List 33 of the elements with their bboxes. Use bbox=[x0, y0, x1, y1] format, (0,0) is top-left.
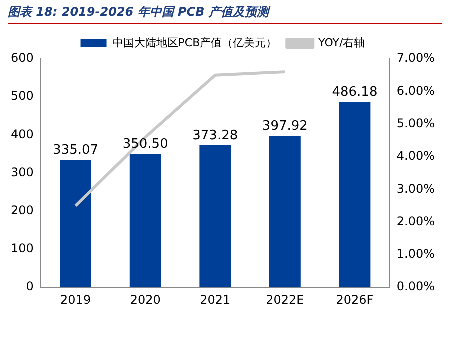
data-label: 373.28 bbox=[192, 128, 238, 144]
y2-tick-label: 2.00% bbox=[396, 214, 436, 228]
y-tick-label: 600 bbox=[11, 51, 34, 66]
data-label: 335.07 bbox=[53, 142, 99, 158]
y2-tick-label: 1.00% bbox=[396, 247, 436, 262]
y2-tick-label: 4.00% bbox=[396, 149, 436, 164]
data-label: 350.50 bbox=[122, 136, 168, 152]
y2-tick-label: 7.00% bbox=[396, 51, 436, 66]
y-tick-label: 500 bbox=[11, 89, 34, 104]
bar bbox=[339, 102, 371, 288]
bar bbox=[130, 154, 162, 288]
y2-tick-label: 6.00% bbox=[396, 84, 436, 98]
x-tick-label: 2026F bbox=[336, 292, 374, 307]
x-tick-label: 2020 bbox=[130, 292, 161, 307]
y-tick-label: 100 bbox=[11, 242, 34, 256]
bar bbox=[60, 160, 92, 288]
y-tick-label: 300 bbox=[11, 165, 34, 180]
chart-title: 图表 18: 2019-2026 年中国 PCB 产值及预测 bbox=[8, 4, 442, 24]
x-tick-label: 2019 bbox=[60, 292, 92, 307]
x-tick-label: 2021 bbox=[200, 292, 231, 307]
bar bbox=[269, 136, 301, 288]
y2-tick-label: 5.00% bbox=[396, 116, 436, 130]
data-label: 397.92 bbox=[262, 118, 308, 134]
y-tick-label: 200 bbox=[11, 204, 34, 218]
legend-label: YOY/右轴 bbox=[318, 36, 366, 50]
bar bbox=[200, 145, 232, 288]
y-tick-label: 0 bbox=[26, 280, 34, 294]
y2-tick-label: 0.00% bbox=[396, 280, 436, 294]
y-tick-label: 400 bbox=[11, 127, 34, 142]
data-label: 486.18 bbox=[332, 85, 378, 100]
legend-label: 中国大陆地区PCB产值（亿美元） bbox=[112, 36, 278, 50]
x-tick-label: 2022E bbox=[266, 292, 304, 307]
y2-tick-label: 3.00% bbox=[396, 182, 436, 196]
